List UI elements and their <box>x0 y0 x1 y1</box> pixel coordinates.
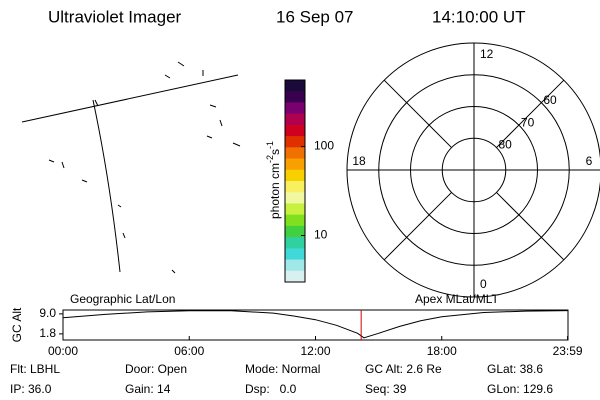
polar-ring-label: 70 <box>521 115 535 129</box>
colorbar-swatch <box>285 113 305 126</box>
colorbar-label: photon cm-2s-1 <box>265 141 282 219</box>
colorbar-swatch <box>285 203 305 216</box>
altitude-frame <box>62 309 569 341</box>
colorbar-swatch <box>285 214 305 227</box>
label-part: s <box>268 149 282 155</box>
colorbar-swatch <box>285 270 305 283</box>
x-tick-label: 12:00 <box>300 344 330 358</box>
y-tick-label: 9.0 <box>39 306 56 320</box>
colorbar-swatch <box>285 91 305 103</box>
polar-spoke <box>496 79 565 148</box>
status-field: Gain: 14 <box>125 382 171 396</box>
status-field: GLon: 129.6 <box>487 382 553 396</box>
colorbar-swatch <box>285 102 305 115</box>
x-tick-label: 06:00 <box>174 344 204 358</box>
status-field: Door: Open <box>125 362 187 376</box>
map-line <box>21 74 239 123</box>
colorbar-swatch <box>285 181 305 193</box>
polar-spoke <box>383 79 452 148</box>
status-field: Dsp: 0.0 <box>245 382 297 396</box>
colorbar-swatch <box>285 80 305 92</box>
polar-ring-label: 80 <box>498 138 512 152</box>
label-exp: -2 <box>265 155 275 163</box>
status-field: IP: 36.0 <box>10 382 52 396</box>
colorbar-swatch <box>285 192 305 204</box>
polar-mlt-label: 0 <box>480 277 487 291</box>
polar-spoke <box>383 192 452 261</box>
colorbar-swatch <box>285 147 305 160</box>
altitude-line <box>62 310 569 339</box>
time: 14:10:00 UT <box>432 7 526 26</box>
status-field: Mode: Normal <box>245 362 320 376</box>
polar-ring-label: 60 <box>543 93 557 107</box>
status-field: GLat: 38.6 <box>487 362 543 376</box>
map-tick <box>48 61 241 274</box>
geo-label: Geographic Lat/Lon <box>70 292 175 306</box>
colorbar-swatch <box>285 136 305 148</box>
colorbar-swatch <box>285 169 305 182</box>
polar-mlt-label: 12 <box>480 47 494 61</box>
x-tick-label: 18:00 <box>427 344 457 358</box>
date: 16 Sep 07 <box>276 7 354 26</box>
colorbar-swatch <box>285 237 305 249</box>
colorbar-swatch <box>285 248 305 261</box>
label-part: photon cm <box>268 163 282 219</box>
apex-label: Apex MLat/MLT <box>415 292 499 306</box>
colorbar-swatch <box>285 259 305 272</box>
colorbar-swatch <box>285 124 305 137</box>
polar-mlt-label: 6 <box>586 154 593 168</box>
colorbar-tick-label: 10 <box>314 228 328 242</box>
status-field: Seq: 39 <box>365 382 407 396</box>
polar-spoke <box>496 192 565 261</box>
colorbar-tick-label: 100 <box>314 139 334 153</box>
status-field: Flt: LBHL <box>10 362 60 376</box>
y-axis-label: GC Alt <box>10 307 24 342</box>
polar-mlt-label: 18 <box>352 154 366 168</box>
geo-map <box>21 61 241 274</box>
x-tick-label: 00:00 <box>48 344 78 358</box>
map-line <box>92 99 121 273</box>
colorbar-swatch <box>285 225 305 238</box>
status-field: GC Alt: 2.6 Re <box>365 362 442 376</box>
x-tick-label: 23:59 <box>553 344 583 358</box>
y-tick-label: 1.8 <box>39 326 56 340</box>
label-exp: -1 <box>265 141 275 149</box>
colorbar-frame <box>284 79 306 283</box>
title: Ultraviolet Imager <box>48 7 182 26</box>
colorbar-swatch <box>285 158 305 171</box>
